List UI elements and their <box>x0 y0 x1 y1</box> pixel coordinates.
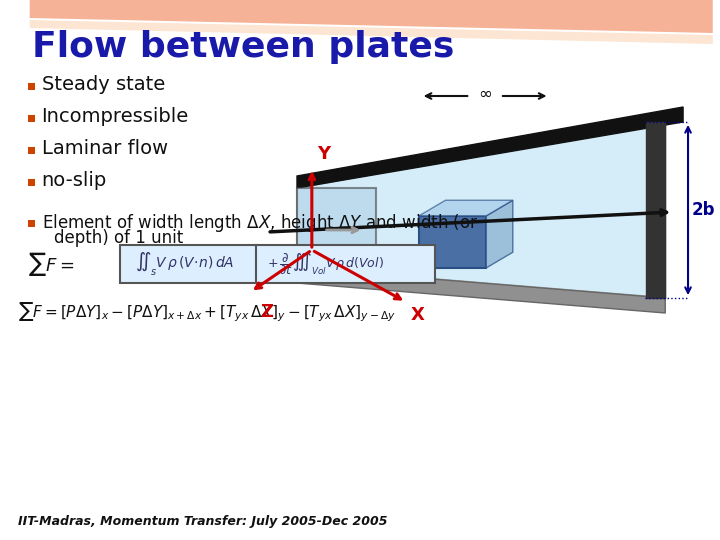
Polygon shape <box>297 107 683 188</box>
Polygon shape <box>486 200 513 268</box>
Text: depth) of 1 unit: depth) of 1 unit <box>55 229 184 247</box>
FancyBboxPatch shape <box>256 245 435 283</box>
Bar <box>27 147 35 154</box>
Text: X: X <box>411 306 425 324</box>
Polygon shape <box>30 0 713 33</box>
Text: Flow between plates: Flow between plates <box>32 30 454 64</box>
Text: Laminar flow: Laminar flow <box>42 139 168 159</box>
Polygon shape <box>297 120 665 298</box>
Polygon shape <box>297 268 665 313</box>
Polygon shape <box>647 122 665 298</box>
Polygon shape <box>419 200 513 216</box>
Bar <box>27 179 35 186</box>
Text: Y: Y <box>317 145 330 163</box>
Text: $\iint_{s} V\,\rho\,(V\!\cdot\! n)\,dA$: $\iint_{s} V\,\rho\,(V\!\cdot\! n)\,dA$ <box>135 251 234 278</box>
Text: $\sum F = \left[P\Delta Y\right]_x - \left[P\Delta Y\right]_{x+\Delta x} + \left: $\sum F = \left[P\Delta Y\right]_x - \le… <box>18 300 396 324</box>
Text: 2b: 2b <box>692 201 716 219</box>
Polygon shape <box>30 20 713 44</box>
Text: Incompressible: Incompressible <box>42 107 189 126</box>
Bar <box>419 216 486 268</box>
Polygon shape <box>297 188 376 268</box>
Text: $\sum F = $: $\sum F = $ <box>27 250 74 278</box>
FancyBboxPatch shape <box>120 245 258 283</box>
Text: Element of width length $\Delta X$, height $\Delta Y$ and width (or: Element of width length $\Delta X$, heig… <box>42 212 478 234</box>
Bar <box>27 115 35 122</box>
Text: Steady state: Steady state <box>42 76 165 94</box>
Text: IIT-Madras, Momentum Transfer: July 2005-Dec 2005: IIT-Madras, Momentum Transfer: July 2005… <box>18 515 387 528</box>
Text: $\infty$: $\infty$ <box>478 84 492 102</box>
Bar <box>27 83 35 90</box>
Bar <box>27 220 35 227</box>
Text: $+\,\dfrac{\partial}{\partial t}\iiint_{Vol} V\,\rho\,d(Vol)$: $+\,\dfrac{\partial}{\partial t}\iiint_{… <box>267 251 384 277</box>
Text: Z: Z <box>261 303 273 321</box>
Text: no-slip: no-slip <box>42 172 107 191</box>
